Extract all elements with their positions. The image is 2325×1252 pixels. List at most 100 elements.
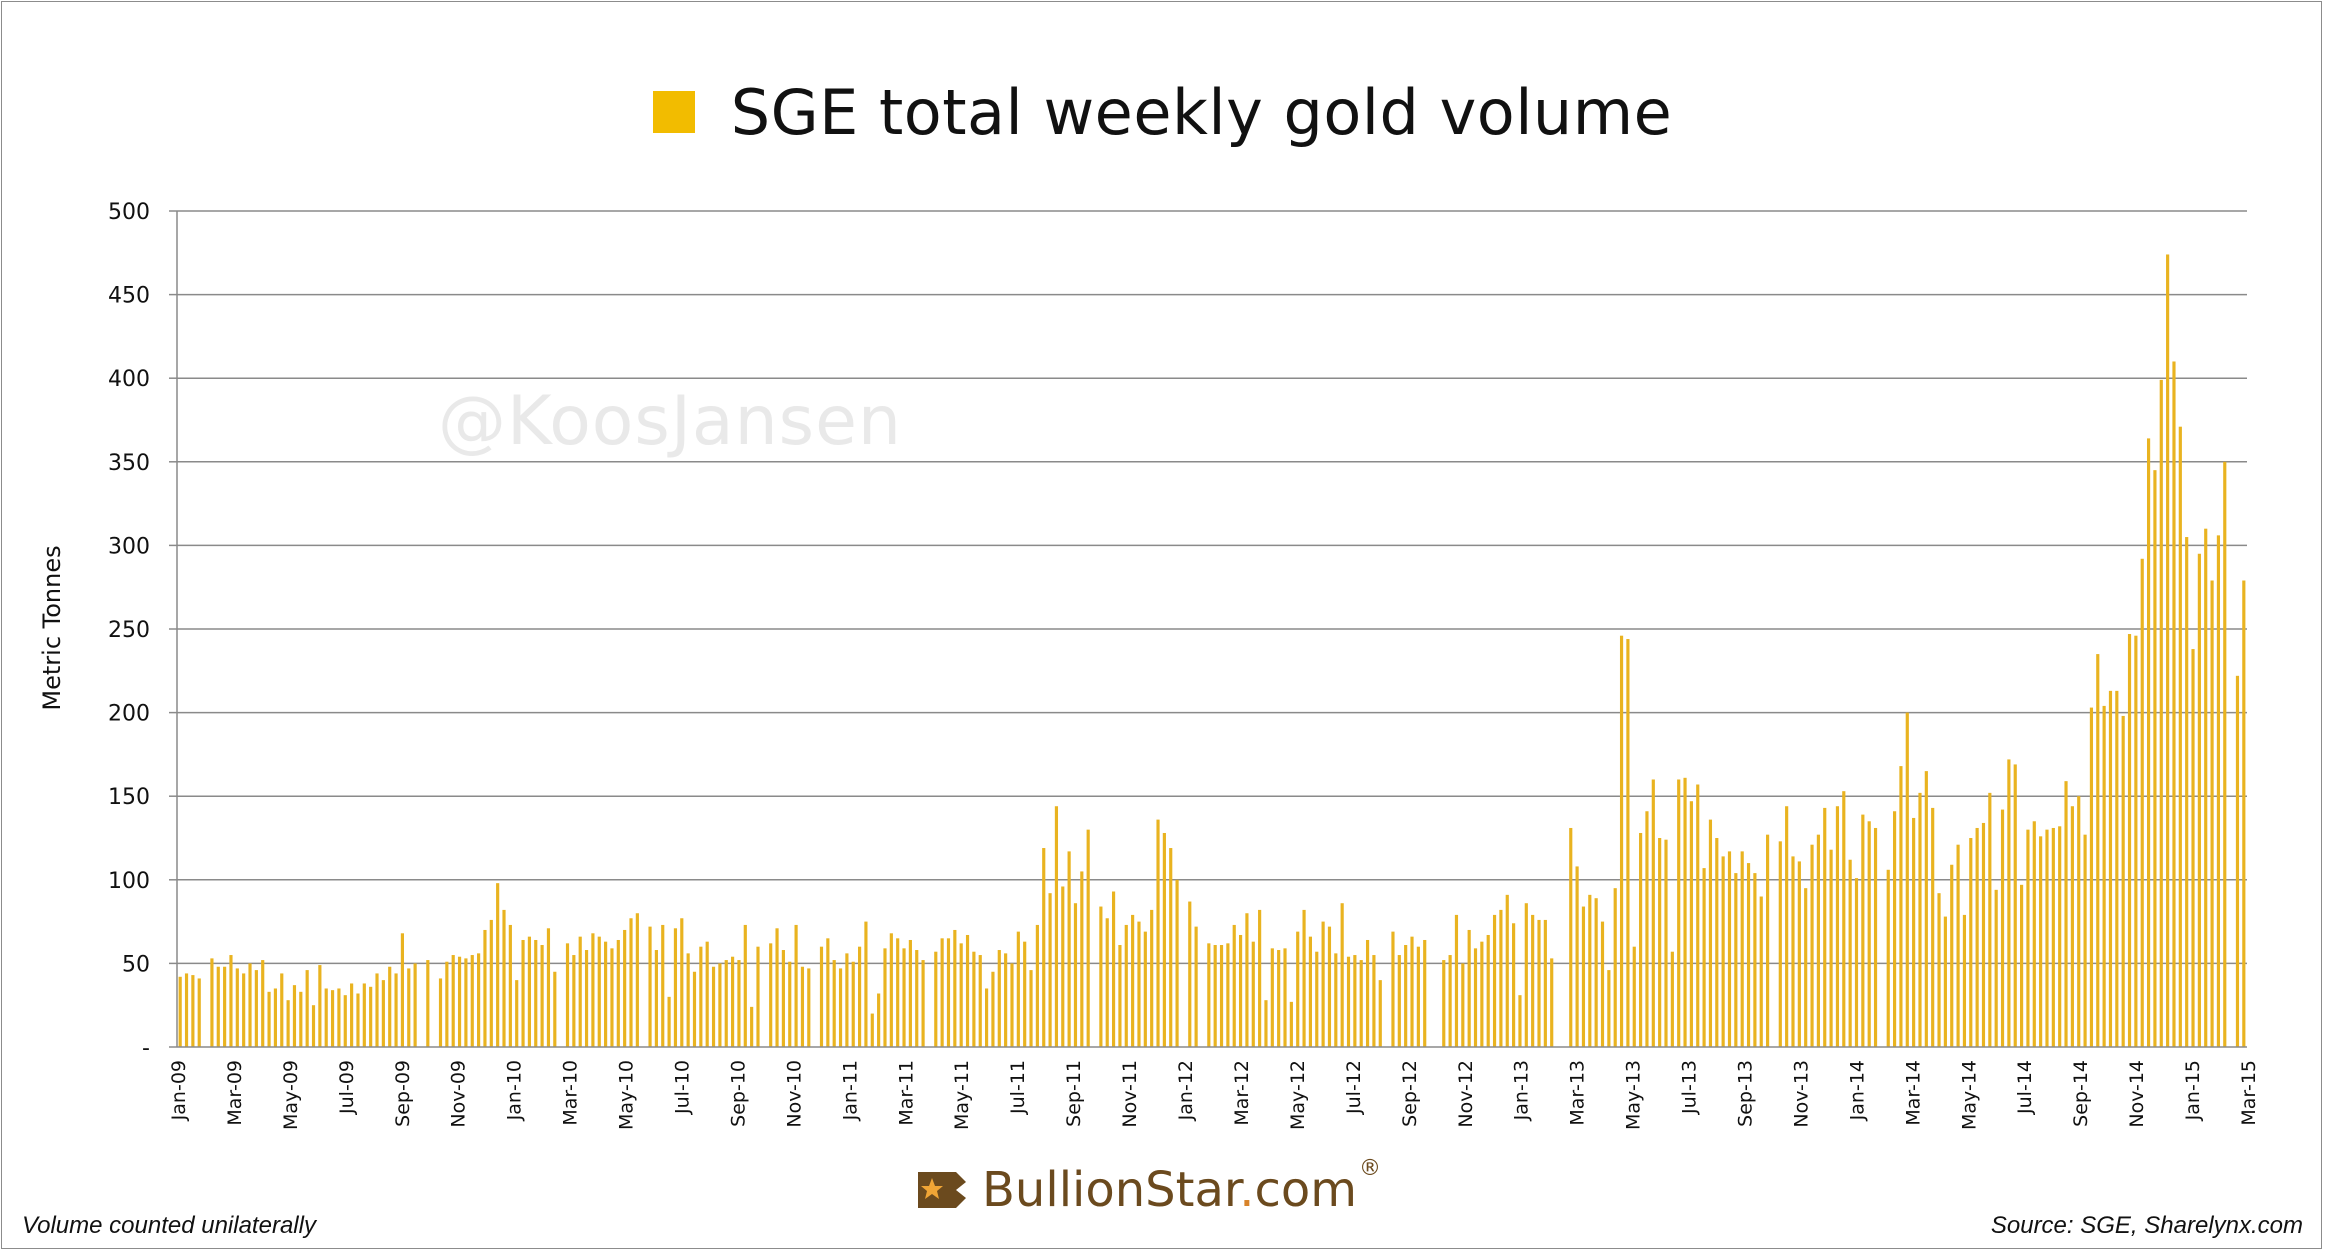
bar: [369, 986, 373, 1047]
bar: [1886, 869, 1890, 1047]
bar: [261, 960, 265, 1047]
bar: [1746, 863, 1751, 1047]
bar: [508, 924, 512, 1047]
bar: [1708, 819, 1713, 1047]
x-tick-label: Jan-13: [1511, 1060, 1533, 1121]
bar: [743, 924, 747, 1047]
bar: [2013, 764, 2017, 1047]
bar: [934, 951, 938, 1047]
x-tick-label: Sep-09: [392, 1060, 414, 1127]
bar: [1664, 839, 1668, 1047]
chart-legend: SGE total weekly gold volume: [0, 72, 2325, 152]
x-tick-label: May-09: [280, 1060, 302, 1130]
bar: [1607, 970, 1611, 1047]
bar: [2146, 438, 2151, 1047]
bar: [489, 919, 493, 1047]
y-tick-label: 150: [108, 785, 150, 810]
bar: [1378, 980, 1382, 1047]
bar: [1854, 878, 1859, 1047]
bar: [635, 913, 639, 1047]
bar: [985, 988, 989, 1047]
bar: [1302, 909, 1306, 1047]
bar: [953, 929, 957, 1047]
bar: [1924, 771, 1928, 1047]
bar: [1410, 936, 1414, 1047]
bar: [1721, 856, 1725, 1047]
bar: [902, 948, 906, 1047]
bar: [381, 980, 385, 1047]
bar: [1899, 766, 1903, 1047]
bar: [1175, 879, 1179, 1047]
bar: [800, 966, 805, 1047]
bar: [521, 939, 525, 1047]
bar: [731, 956, 735, 1047]
x-tick-label: Jul-14: [2014, 1060, 2036, 1115]
bar: [1080, 871, 1084, 1047]
bar: [978, 955, 982, 1047]
bar: [1232, 924, 1236, 1047]
x-tick-label: Jan-15: [2182, 1060, 2204, 1121]
bar: [1315, 951, 1319, 1047]
bar: [667, 996, 671, 1047]
bar-series: [178, 254, 2246, 1048]
bar: [2083, 834, 2087, 1047]
bar: [1893, 811, 1897, 1047]
bar: [534, 939, 538, 1047]
bar: [1277, 950, 1281, 1047]
bar: [1753, 873, 1757, 1047]
bar: [1099, 906, 1103, 1047]
bar: [1143, 931, 1147, 1047]
bar: [2242, 580, 2246, 1047]
bar: [629, 918, 633, 1047]
x-tick-label: Jan-09: [168, 1060, 190, 1121]
bar: [1658, 838, 1662, 1047]
bar: [673, 928, 678, 1047]
bar: [1759, 896, 1763, 1047]
bar: [864, 921, 868, 1047]
x-tick-label: Sep-11: [1063, 1060, 1085, 1127]
bar: [858, 946, 862, 1047]
bar: [1823, 807, 1827, 1047]
axes: [169, 210, 2247, 1048]
bar: [1816, 834, 1820, 1047]
bar: [794, 924, 798, 1047]
bar: [1492, 914, 1497, 1047]
bar: [445, 961, 449, 1047]
bar: [1785, 806, 1789, 1047]
bar: [216, 966, 220, 1047]
bar: [1289, 1001, 1293, 1047]
bar: [1327, 926, 1332, 1047]
y-tick-label: 450: [108, 284, 150, 309]
bar: [623, 929, 627, 1047]
logo-name: BullionStar: [982, 1162, 1240, 1218]
bar: [1029, 970, 1033, 1047]
bar: [1372, 955, 1376, 1047]
bar: [1397, 955, 1401, 1047]
y-tick-label: 300: [108, 534, 150, 559]
bar: [2064, 781, 2068, 1047]
y-tick-label: -: [142, 1036, 150, 1061]
y-tick-label: 400: [108, 367, 150, 392]
bar: [2223, 461, 2227, 1047]
bar: [1023, 941, 1027, 1047]
bar: [1473, 948, 1478, 1047]
bar: [1740, 851, 1744, 1047]
bar: [2089, 707, 2094, 1047]
bar: [2134, 635, 2138, 1047]
bar: [565, 943, 570, 1047]
bar: [1073, 903, 1078, 1047]
bar: [1365, 939, 1370, 1047]
bar: [2121, 715, 2125, 1047]
bar: [2007, 759, 2011, 1047]
bar: [2039, 836, 2043, 1047]
logo-dot: .: [1239, 1162, 1255, 1218]
bar: [1296, 931, 1300, 1047]
bar: [1505, 894, 1509, 1047]
bar: [1950, 864, 1954, 1047]
bar: [1423, 939, 1427, 1047]
bar: [1550, 958, 1554, 1047]
bar: [1150, 909, 1154, 1047]
bar: [546, 928, 551, 1047]
bar: [1499, 909, 1503, 1047]
